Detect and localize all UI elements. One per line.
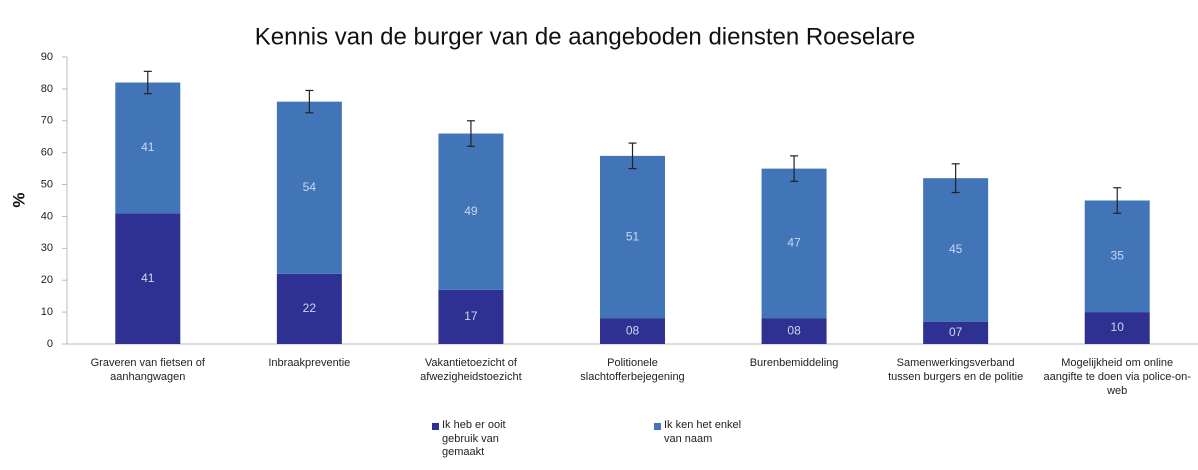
data-label: 51 [626, 229, 640, 243]
bar-segment [276, 273, 342, 344]
bar-segment [115, 213, 181, 344]
data-label: 22 [303, 301, 317, 315]
error-bar [951, 163, 960, 194]
chart-title: Kennis van de burger van de aangeboden d… [255, 23, 916, 50]
data-label: 54 [303, 180, 317, 194]
y-tick-label: 80 [41, 83, 53, 95]
error-bar [790, 155, 799, 182]
y-tick-label: 20 [41, 274, 53, 286]
bar-segment [1084, 312, 1150, 344]
y-tick-label: 50 [41, 178, 53, 190]
bar-segment [600, 155, 665, 319]
y-tick-label: 40 [41, 210, 53, 222]
bar-segment [438, 289, 504, 344]
data-label: 07 [949, 325, 963, 339]
data-label: 47 [787, 236, 801, 250]
x-tick-label: Politionele slachtofferbejegening [580, 357, 685, 383]
error-bar [143, 70, 152, 95]
x-tick-label: Vakantietoezicht of afwezigheidstoezicht [420, 357, 522, 383]
data-label: 17 [464, 309, 478, 323]
x-tick-label: Graveren van fietsen of aanhangwagen [90, 357, 205, 383]
error-bar [1113, 187, 1122, 214]
data-label: 45 [949, 242, 963, 256]
data-label: 08 [626, 323, 640, 337]
bar-segment [923, 178, 989, 322]
x-tick-label: Inbraakpreventie [268, 357, 351, 369]
y-tick-label: 90 [41, 51, 53, 63]
bar-segment [600, 318, 665, 344]
bar-segment [115, 82, 181, 214]
data-label: 10 [1111, 320, 1125, 334]
error-bar [628, 142, 637, 170]
bar-segment [1084, 200, 1150, 313]
y-tick-label: 60 [41, 147, 53, 159]
x-tick-label: Samenwerkingsverband tussen burgers en d… [888, 357, 1024, 383]
data-label: 41 [141, 140, 155, 154]
y-tick-label: 70 [41, 115, 53, 127]
data-label: 49 [464, 204, 478, 218]
legend-swatch [654, 423, 661, 430]
bar-segment [761, 168, 827, 319]
y-tick-label: 10 [41, 306, 53, 318]
bar-segment [276, 101, 342, 274]
x-tick-label: Burenbemiddeling [749, 357, 839, 369]
x-tick-label: Mogelijkheid om online aangifte te doen … [1043, 357, 1191, 397]
error-bar [305, 89, 314, 114]
legend-label: Ik ken het enkel van naam [664, 419, 742, 445]
y-tick-label: 30 [41, 242, 53, 254]
data-label: 41 [141, 271, 155, 285]
bar-segment [438, 133, 504, 290]
data-label: 08 [787, 323, 801, 337]
y-axis-label: % [9, 192, 28, 207]
legend-label: Ik heb er ooit gebruik van gemaakt [442, 419, 506, 458]
bar-segment [923, 321, 989, 344]
legend-swatch [432, 423, 439, 430]
error-bar [466, 120, 475, 147]
bar-segment [761, 318, 827, 344]
data-label: 35 [1111, 248, 1125, 262]
y-tick-label: 0 [47, 338, 53, 350]
